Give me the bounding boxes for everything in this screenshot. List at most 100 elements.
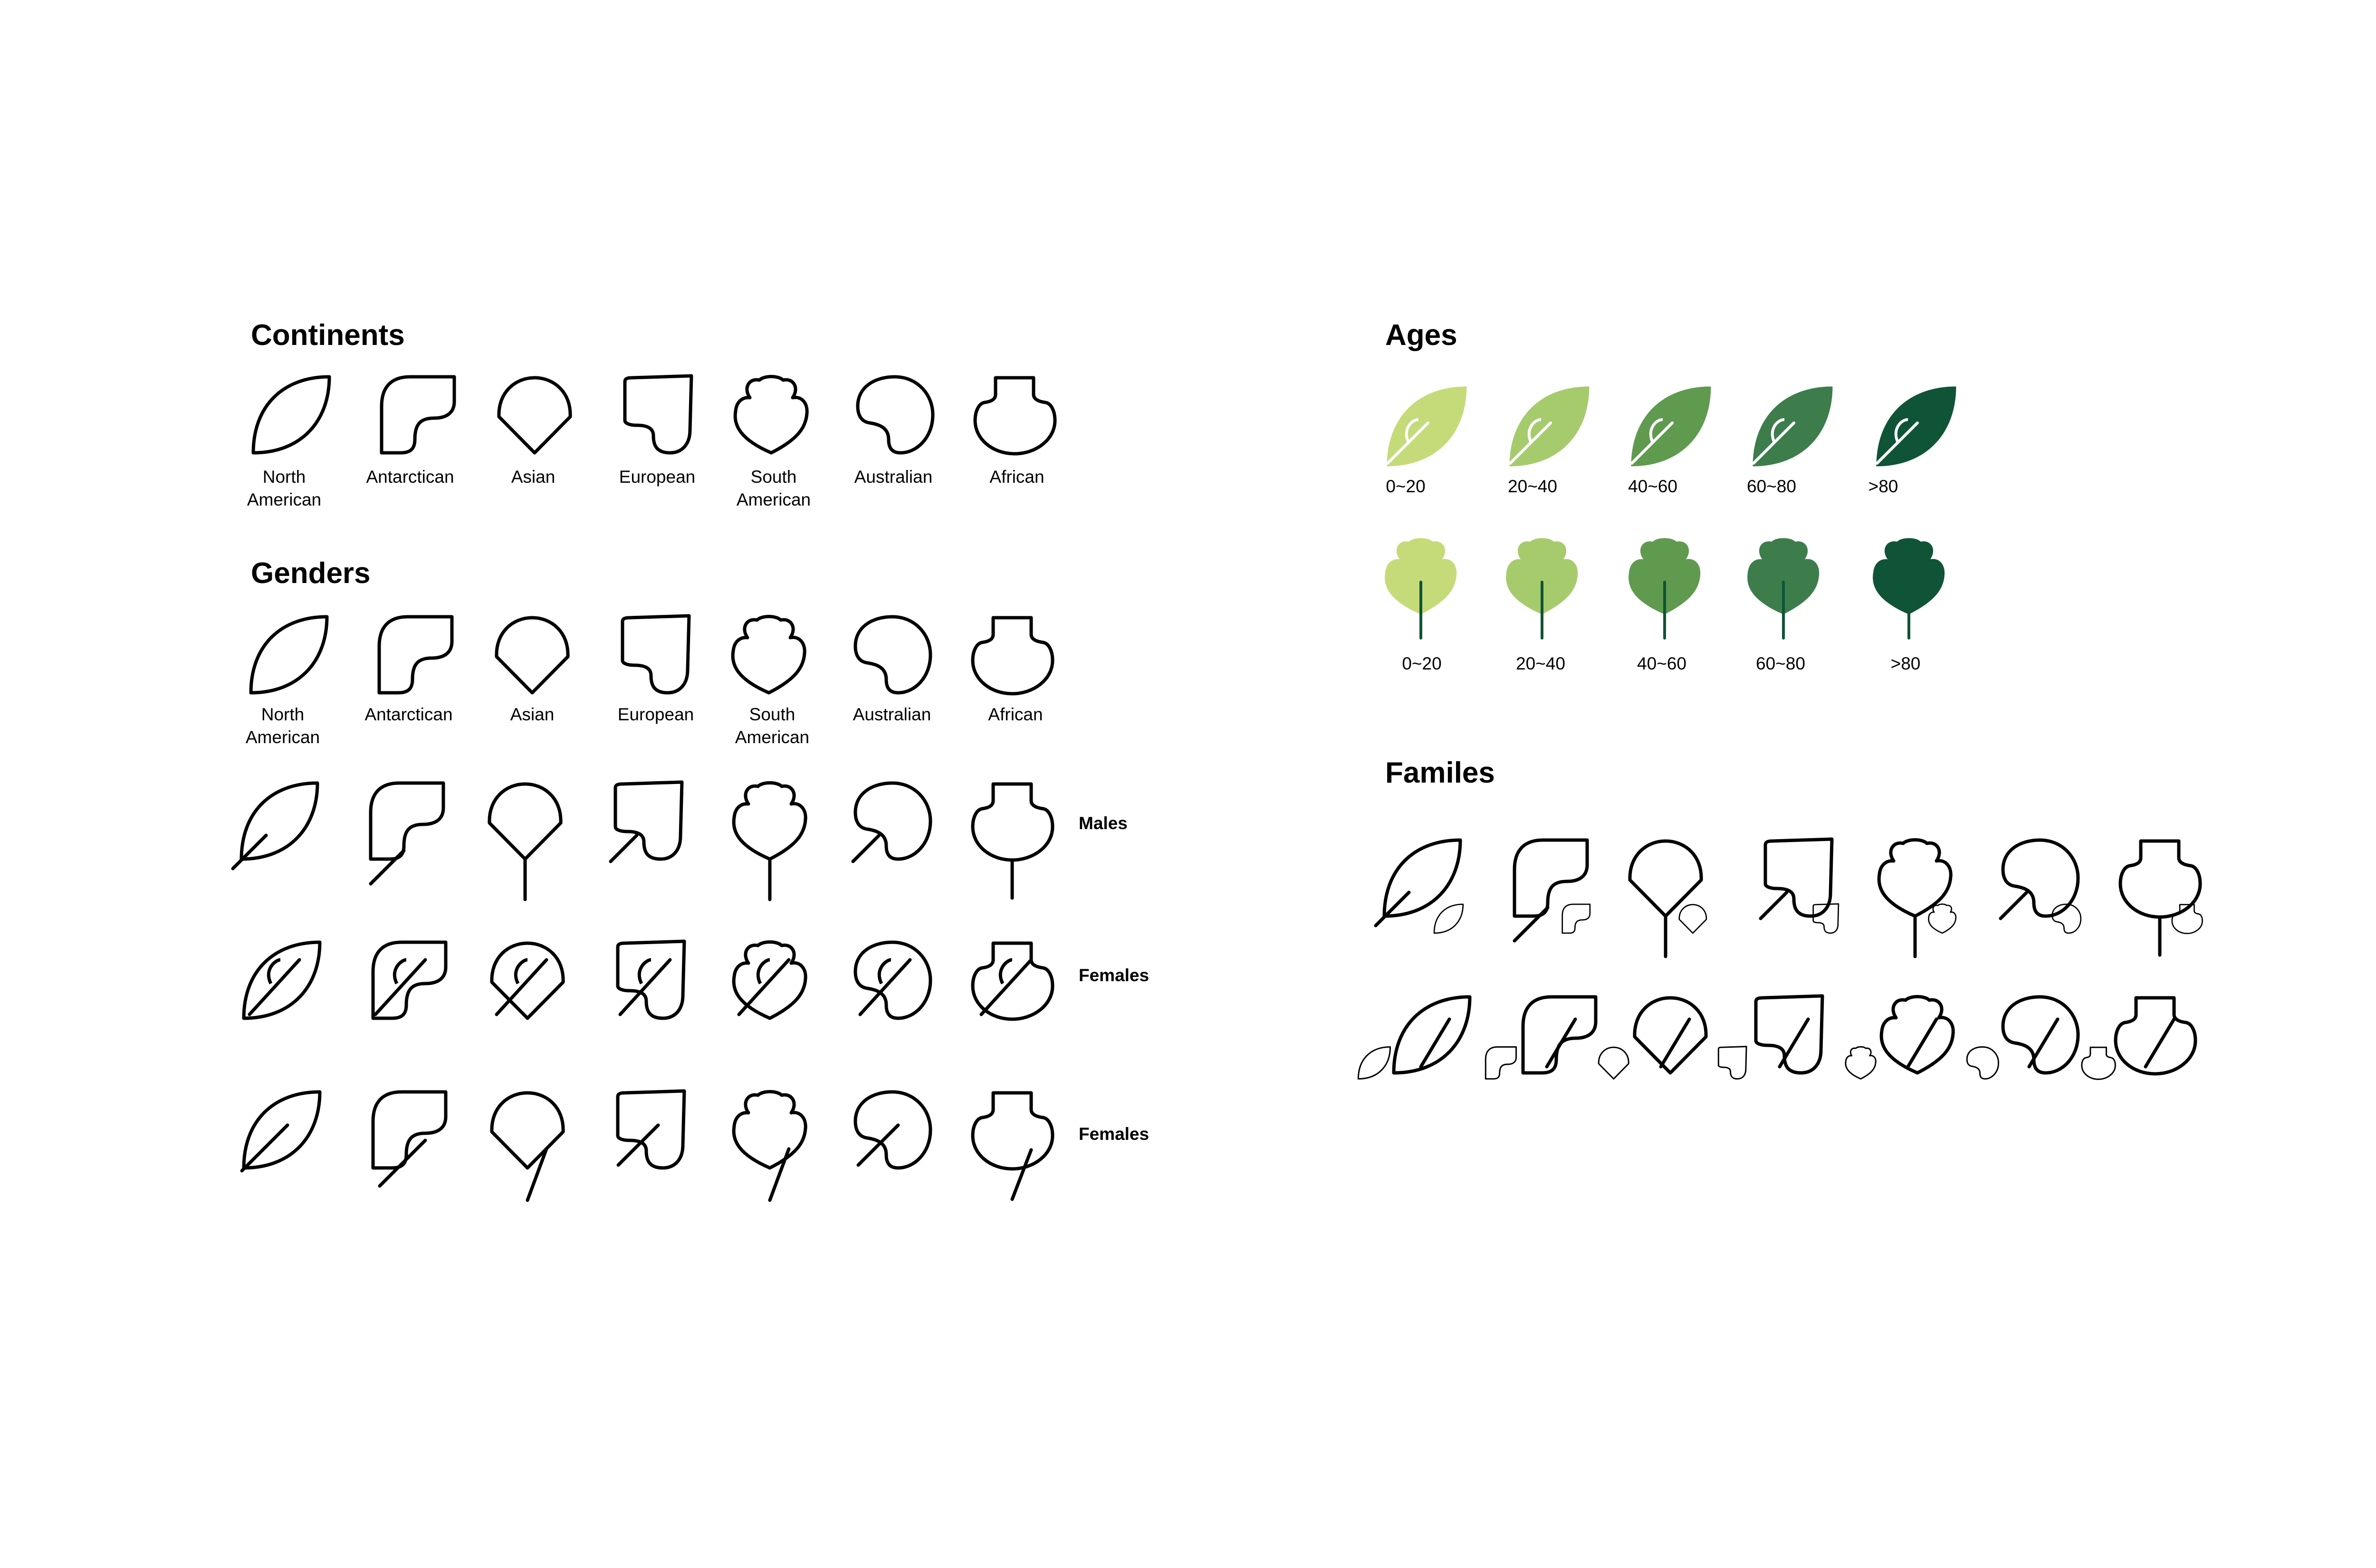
continent-label: Asian: [511, 467, 556, 487]
family-leaf-icon-b-6: [2114, 996, 2197, 1076]
female-vein-main-5: [858, 958, 912, 1016]
family-child-leaf-b-3-outline: [1717, 1046, 1747, 1080]
family-child-leaf-a-3: [1812, 903, 1839, 934]
continent-label: Australian: [854, 467, 933, 487]
age-leaf-icon-0-outline: [1387, 386, 1467, 467]
family-child-leaf-a-4-outline: [1928, 903, 1957, 934]
family-leaf-icon-b-2: [1633, 996, 1708, 1075]
family-child-leaf-a-6: [2171, 904, 2203, 934]
african-leaf-icon: [973, 376, 1057, 456]
female-vein-branch-1: [393, 958, 407, 985]
family-vein-b-4: [1906, 1017, 1938, 1069]
female2-stem-0: [240, 1123, 289, 1173]
family-child-leaf-a-0-outline: [1433, 903, 1464, 934]
gender-continent-label: Asian: [510, 705, 555, 724]
family-child-leaf-a-5-outline: [2051, 903, 2082, 934]
age-round-leaf-icon-4-outline: [1873, 538, 1945, 614]
gender-asian-leaf-icon: [495, 616, 570, 695]
female-african-leaf-icon: [971, 941, 1054, 1021]
gender-european-leaf-icon-outline: [621, 614, 691, 695]
continent-label: Antarctican: [366, 467, 454, 487]
age-round-leaf-icon-0-outline: [1385, 538, 1457, 614]
family-child-leaf-a-5: [2051, 903, 2082, 934]
continent-label: North American: [247, 467, 322, 510]
age-label: 0~20: [1386, 477, 1426, 496]
females-label-second: Females: [1079, 1124, 1150, 1144]
age-leaf-icon-3-outline: [1753, 386, 1833, 467]
south-american-leaf-icon-outline: [733, 375, 809, 455]
heading-continents: Continents: [251, 319, 405, 352]
heading-ages: Ages: [1385, 319, 1457, 352]
male-antarctican-leaf-icon: [369, 781, 445, 861]
gender-north-american-leaf-icon: [249, 615, 329, 695]
age-label: >80: [1890, 654, 1921, 673]
family-leaf-icon-b-3: [1754, 994, 1824, 1075]
family-child-leaf-b-5: [1966, 1046, 2000, 1080]
family-leaf-icon-a-0: [1382, 838, 1462, 918]
family-child-leaf-a-1-outline: [1562, 903, 1591, 934]
family-child-leaf-a-4: [1928, 903, 1957, 934]
age-label: 20~40: [1516, 654, 1565, 673]
male-european-leaf-icon-outline: [613, 780, 684, 861]
female-vein-branch-2: [514, 958, 528, 985]
female2-european-leaf-icon-outline: [616, 1089, 686, 1170]
age-leaf-branch-3: [1771, 418, 1785, 444]
age-leaf-icon-1: [1509, 386, 1590, 467]
female2-stem-3: [616, 1123, 660, 1167]
female-vein-main-2: [495, 958, 548, 1016]
family-stem-a-1: [1513, 906, 1550, 943]
female-african-leaf-icon-outline: [971, 941, 1054, 1021]
family-leaf-icon-b-4-outline: [1879, 995, 1955, 1075]
female2-north-american-leaf-icon-outline: [242, 1090, 322, 1170]
family-leaf-icon-a-5: [2001, 838, 2080, 918]
gender-australian-leaf-icon: [853, 615, 932, 695]
family-leaf-icon-a-4-outline: [1877, 838, 1953, 918]
south-american-leaf-icon: [733, 375, 809, 455]
age-round-leaf-icon-2: [1629, 538, 1701, 614]
female-australian-leaf-icon-outline: [853, 940, 932, 1020]
female2-south-american-leaf-icon: [732, 1090, 807, 1170]
male-stem-5: [851, 833, 881, 863]
age-label: 40~60: [1637, 654, 1686, 673]
antarctican-leaf-icon-outline: [380, 375, 456, 455]
gender-continent-label: African: [988, 705, 1043, 724]
continent-label: European: [619, 467, 696, 487]
female2-south-american-leaf-icon-outline: [732, 1090, 807, 1170]
african-leaf-icon-outline: [973, 376, 1057, 456]
female2-african-leaf-icon-outline: [971, 1091, 1054, 1171]
age-label: 0~20: [1402, 654, 1442, 673]
family-child-leaf-b-2-outline: [1598, 1046, 1629, 1080]
male-stem-0: [231, 833, 268, 870]
male-south-american-leaf-icon-outline: [732, 781, 807, 861]
female-antarctican-leaf-icon: [371, 940, 448, 1020]
female2-asian-leaf-icon-outline: [490, 1091, 565, 1170]
female2-european-leaf-icon: [616, 1089, 686, 1170]
age-leaf-icon-2-outline: [1631, 386, 1711, 467]
family-leaf-icon-b-5: [2001, 995, 2080, 1075]
family-leaf-icon-a-0-outline: [1382, 838, 1462, 918]
male-stem-1: [369, 849, 406, 886]
age-round-leaf-icon-2-outline: [1629, 538, 1701, 614]
family-child-leaf-a-0: [1433, 903, 1464, 934]
european-leaf-icon-outline: [623, 374, 693, 455]
family-leaf-icon-a-3: [1763, 837, 1834, 918]
male-antarctican-leaf-icon-outline: [369, 781, 445, 861]
female-vein-main-6: [979, 958, 1033, 1016]
female2-australian-leaf-icon-outline: [853, 1090, 932, 1170]
family-vein-b-3: [1778, 1017, 1810, 1069]
family-child-leaf-b-2: [1598, 1046, 1629, 1080]
gender-continent-label: Antarctican: [364, 705, 453, 724]
female2-stem-2: [526, 1147, 548, 1202]
asian-leaf-icon: [497, 376, 572, 455]
male-south-american-leaf-icon: [732, 781, 807, 861]
female2-stem-1: [378, 1138, 427, 1188]
female2-australian-leaf-icon: [853, 1090, 932, 1170]
heading-genders: Genders: [251, 557, 371, 590]
family-leaf-icon-a-6-outline: [2118, 839, 2202, 919]
gender-north-american-leaf-icon-outline: [249, 615, 329, 695]
age-round-leaf-icon-1-outline: [1506, 538, 1578, 614]
female-vein-branch-0: [267, 958, 281, 985]
gender-south-american-leaf-icon: [731, 615, 806, 695]
male-australian-leaf-icon: [853, 781, 932, 861]
female-australian-leaf-icon: [853, 940, 932, 1020]
